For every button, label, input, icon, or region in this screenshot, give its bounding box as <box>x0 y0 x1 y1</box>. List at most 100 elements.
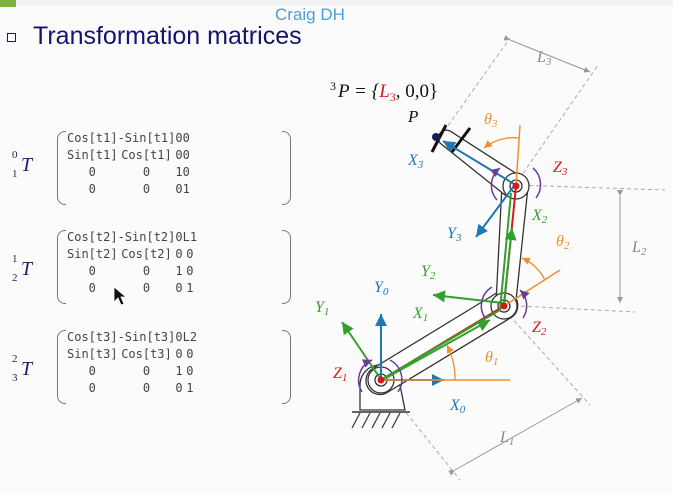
matrix-cell: 0 <box>88 381 96 395</box>
matrix-cell: L2 <box>182 330 198 344</box>
label-X3: X3 <box>407 152 424 171</box>
dimension-L3 <box>503 34 591 73</box>
matrix-label-super: 0 <box>12 149 18 161</box>
equation-L: L <box>378 81 390 102</box>
Y2-axis <box>432 290 504 304</box>
matrix-label-super: 1 <box>12 253 18 265</box>
matrix-bracket-left <box>57 131 66 205</box>
matrix-cell: Sin[t1] <box>67 148 118 162</box>
label-Z2: Z2 <box>532 319 547 338</box>
matrix-label-symbol: T <box>21 258 33 280</box>
Z3-arc <box>490 167 501 201</box>
matrix-cell: 0 <box>175 182 183 196</box>
matrix-cell: 0 <box>186 364 194 378</box>
matrix-cell: 1 <box>175 165 183 179</box>
corner-accent <box>0 0 16 7</box>
label-L1: L1 <box>499 429 514 448</box>
joint-1-center <box>377 376 385 384</box>
matrix-cell: 0 <box>142 381 151 395</box>
theta3-arc <box>483 137 520 149</box>
matrix-cell: 1 <box>175 364 183 378</box>
matrix-cell: 0 <box>88 281 96 295</box>
joint-3-center <box>512 182 520 190</box>
Z1-arc <box>357 359 373 393</box>
matrix-cell: 0 <box>186 264 194 278</box>
X1-axis <box>385 319 491 379</box>
matrix-bracket-left <box>57 230 66 304</box>
Z2-arc-left <box>480 286 493 319</box>
matrix-cell: 0 <box>175 281 183 295</box>
matrix-row: Cos[t2] -Sin[t2] 0 L1 <box>67 229 197 246</box>
matrix-cell: 0 <box>186 347 194 361</box>
matrix-cell: 0 <box>182 148 190 162</box>
ref-line-3 <box>515 124 521 187</box>
X3-axis <box>442 140 515 185</box>
matrix-cell: 0 <box>175 347 183 361</box>
X2-axis <box>503 227 517 304</box>
matrix-cell: Cos[t3] <box>121 347 172 361</box>
equation-rest: , 0,0} <box>396 81 438 102</box>
matrix-bracket-left <box>57 330 66 404</box>
label-Y2: Y2 <box>421 263 436 282</box>
equation-L-sub: 3 <box>390 90 396 104</box>
matrix-cell: L1 <box>182 230 198 244</box>
label-Y0: Y0 <box>374 279 389 298</box>
end-point-P <box>432 133 440 141</box>
matrix-row: Cos[t1] -Sin[t1] 0 0 <box>67 130 190 147</box>
label-X2: X2 <box>531 207 548 226</box>
matrix-row: Sin[t2] Cos[t2] 0 0 <box>67 246 197 263</box>
matrix-cell: 0 <box>175 148 183 162</box>
matrix-label-symbol: T <box>21 358 33 380</box>
label-theta1: θ1 <box>485 349 498 368</box>
matrix-cell: Cos[t2] <box>67 230 118 244</box>
matrix-cell: -Sin[t1] <box>117 131 176 145</box>
guide-line <box>499 304 591 406</box>
label-P: P <box>407 107 418 126</box>
Z3-arc-right <box>532 167 542 199</box>
matrix-cell: Cos[t1] <box>67 131 118 145</box>
matrix-label-super: 2 <box>12 353 18 365</box>
matrix-cell: -Sin[t2] <box>117 230 176 244</box>
matrix-cell: 0 <box>175 330 183 344</box>
matrix-label-sub: 3 <box>12 372 18 384</box>
top-bar <box>0 0 673 5</box>
matrix-cell: Sin[t2] <box>67 247 118 261</box>
matrix-label-sub: 2 <box>12 272 18 284</box>
Z2-arc <box>519 289 530 319</box>
label-Z3: Z3 <box>553 159 568 178</box>
matrix-cell: 0 <box>175 381 183 395</box>
matrix-row: Cos[t3] -Sin[t3] 0 L2 <box>67 329 197 346</box>
equation-lhs: P = { <box>337 81 380 102</box>
ref-line-2 <box>503 269 561 307</box>
matrix-cell: Cos[t3] <box>67 330 118 344</box>
matrix-cell: 0 <box>182 131 190 145</box>
label-X1: X1 <box>412 305 428 324</box>
theta1-arc <box>446 344 456 381</box>
matrix-row: Sin[t1] Cos[t1] 0 0 <box>67 147 190 164</box>
matrix-label-symbol: T <box>21 154 33 176</box>
matrix-cell: 0 <box>88 165 96 179</box>
matrix-cell: Sin[t3] <box>67 347 118 361</box>
matrix-cell: -Sin[t3] <box>117 330 176 344</box>
matrix-cell: 0 <box>142 281 151 295</box>
label-theta3: θ3 <box>484 111 498 130</box>
joint-2-center <box>500 302 508 310</box>
dimension-L1 <box>448 397 583 476</box>
matrix-cell: 0 <box>88 264 96 278</box>
matrix-cell: Cos[t1] <box>121 148 172 162</box>
label-L2: L2 <box>631 239 647 258</box>
matrix-cell: 0 <box>175 230 183 244</box>
matrix-cell: 0 <box>88 182 96 196</box>
ground-hatch <box>351 412 401 429</box>
matrix-cell: 0 <box>142 264 151 278</box>
matrix-row: Sin[t3] Cos[t3] 0 0 <box>67 346 197 363</box>
Y3-axis <box>475 185 515 238</box>
